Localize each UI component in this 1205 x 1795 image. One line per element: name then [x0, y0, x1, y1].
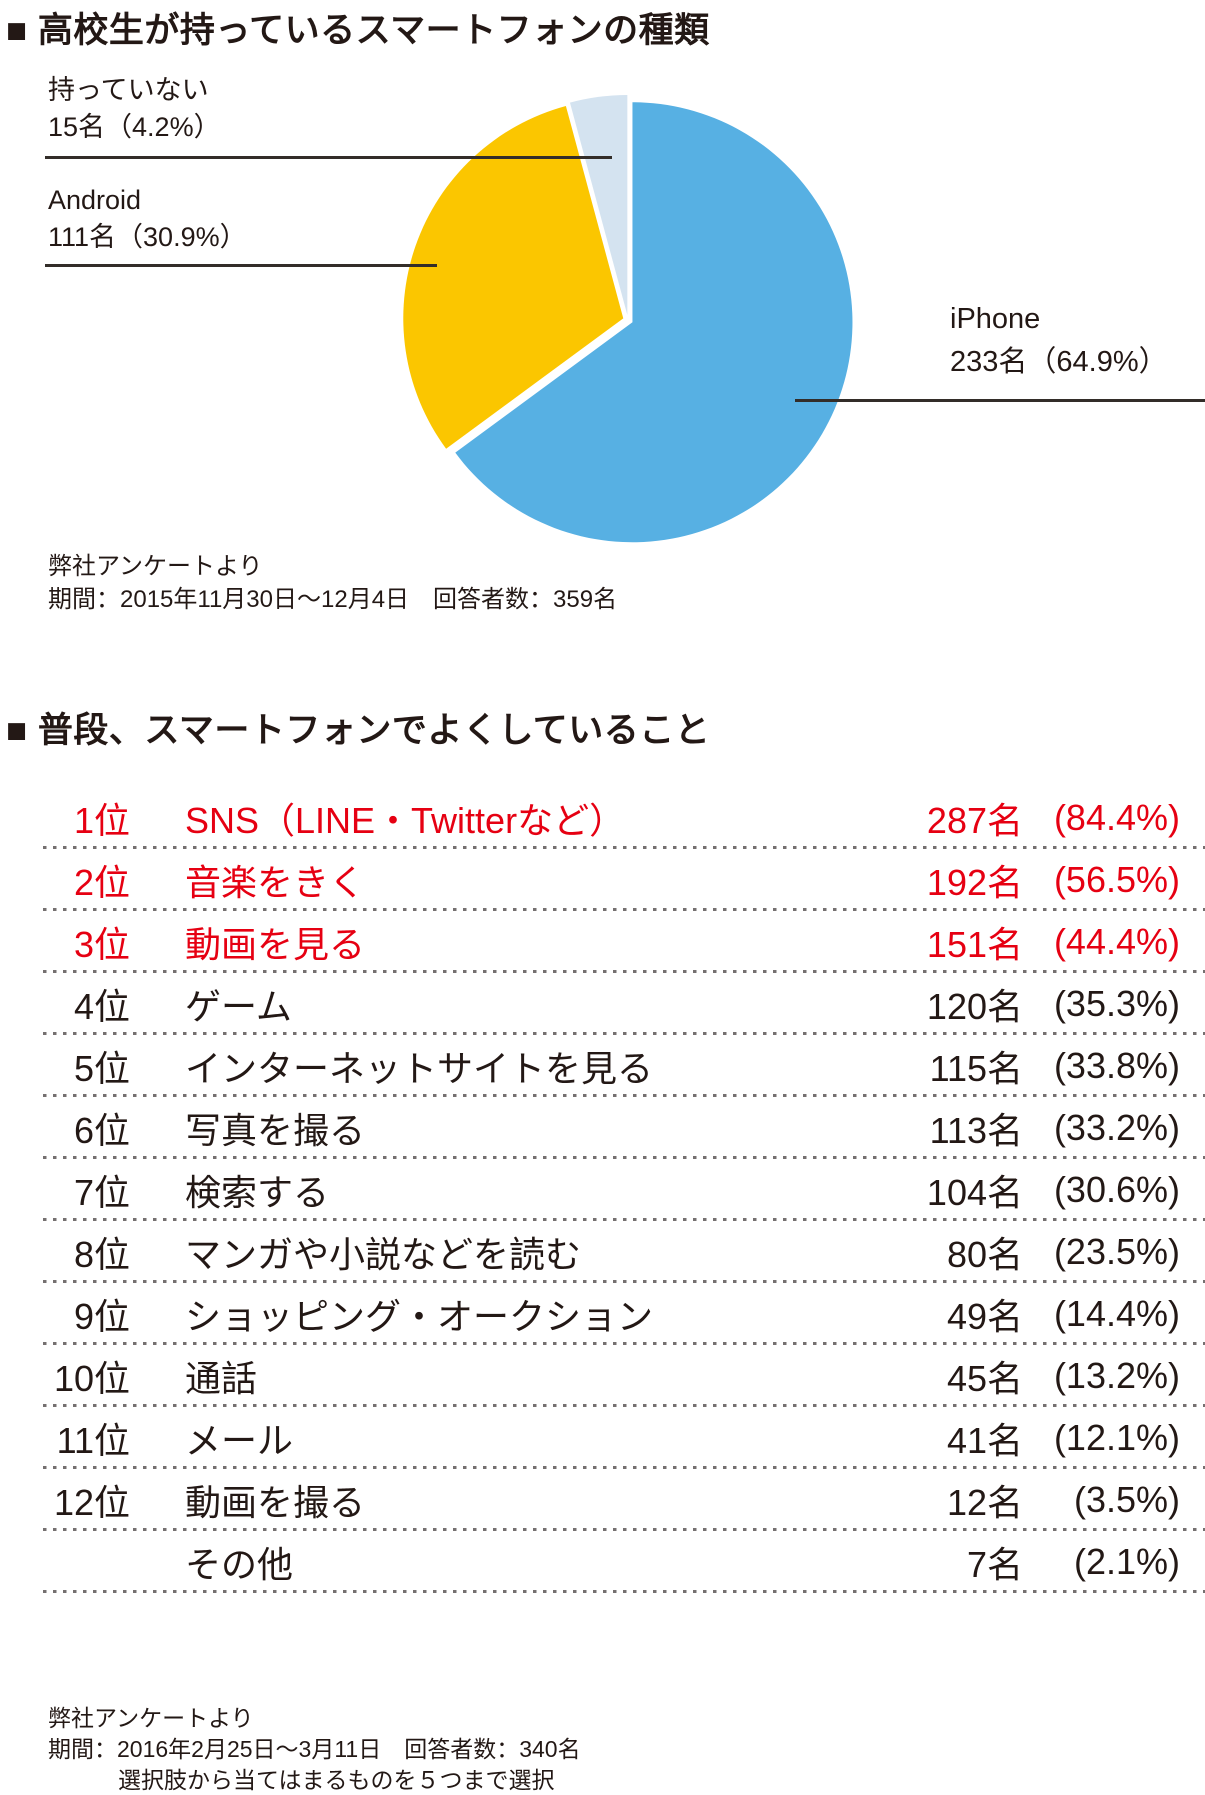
section2-title: ■ 普段、スマートフォンでよくしていること — [6, 711, 711, 750]
count-cell: 49名 — [946, 1296, 1023, 1337]
activity-label: インターネットサイトを見る — [185, 1048, 654, 1089]
activity-label: 動画を撮る — [185, 1482, 366, 1523]
pie-label-none: 持っていない 15名（4.2%） — [48, 72, 221, 146]
activity-label: 検索する — [185, 1172, 330, 1213]
none-leader-line — [45, 156, 612, 159]
ranking-row: 12位 動画を撮る 12名 (3.5%) — [43, 1469, 1205, 1531]
pie-label-android: Android 111名（30.9%） — [48, 182, 247, 256]
count-cell: 151名 — [926, 924, 1023, 965]
percent-cell: (84.4%) — [1053, 797, 1180, 838]
activity-label: 通話 — [185, 1358, 258, 1399]
section1-title: ■ 高校生が持っているスマートフォンの種類 — [6, 11, 710, 50]
percent-cell: (23.5%) — [1053, 1231, 1180, 1272]
percent-cell: (12.1%) — [1053, 1417, 1180, 1458]
activity-label: その他 — [185, 1544, 294, 1585]
count-cell: 120名 — [926, 986, 1023, 1027]
ranking-row: 3位 動画を見る 151名 (44.4%) — [43, 911, 1205, 973]
count-cell: 41名 — [946, 1420, 1023, 1461]
rank-cell: 9位 — [73, 1296, 130, 1337]
section2-source-line1: 弊社アンケートより — [48, 1705, 254, 1731]
section2-source-line2: 期間：2016年2月25日～3月11日 回答者数：340名 — [48, 1736, 581, 1762]
count-cell: 115名 — [929, 1048, 1023, 1089]
ranking-row: 6位 写真を撮る 113名 (33.2%) — [43, 1097, 1205, 1159]
ranking-row: 7位 検索する 104名 (30.6%) — [43, 1159, 1205, 1221]
activity-label: マンガや小説などを読む — [185, 1234, 582, 1275]
count-cell: 192名 — [926, 862, 1023, 903]
percent-cell: (35.3%) — [1053, 983, 1180, 1024]
rank-cell: 12位 — [53, 1482, 130, 1523]
activity-label: 写真を撮る — [185, 1110, 366, 1151]
pie-slice-iPhone — [455, 102, 853, 543]
count-cell: 104名 — [926, 1172, 1023, 1213]
pie-label-none-name: 持っていない — [48, 75, 209, 105]
pie-label-iphone-value: 233名（64.9%） — [950, 346, 1168, 378]
percent-cell: (3.5%) — [1073, 1479, 1180, 1520]
pie-chart-svg — [403, 95, 853, 543]
count-cell: 287名 — [926, 800, 1023, 841]
pie-label-iphone-name: iPhone — [950, 303, 1041, 335]
count-cell: 12名 — [946, 1482, 1023, 1523]
iphone-leader-line — [795, 399, 1205, 402]
ranking-row: 8位 マンガや小説などを読む 80名 (23.5%) — [43, 1221, 1205, 1283]
rank-cell: 4位 — [73, 986, 130, 1027]
pie-slice-持っていない — [569, 95, 628, 316]
rank-cell: 1位 — [73, 800, 130, 841]
ranking-row: 10位 通話 45名 (13.2%) — [43, 1345, 1205, 1407]
section1-source-line2: 期間：2015年11月30日～12月4日 回答者数：359名 — [48, 586, 618, 613]
section1-source-note: 弊社アンケートより 期間：2015年11月30日～12月4日 回答者数：359名 — [48, 550, 617, 616]
activity-label: メール — [185, 1420, 294, 1461]
percent-cell: (56.5%) — [1053, 859, 1180, 900]
count-cell: 113名 — [929, 1110, 1023, 1151]
percent-cell: (30.6%) — [1053, 1169, 1180, 1210]
pie-label-android-value: 111名（30.9%） — [48, 222, 247, 252]
smartphone-pie-chart — [403, 95, 853, 545]
rank-cell: 2位 — [73, 862, 130, 903]
rank-cell: 5位 — [73, 1048, 130, 1089]
section2-source-note: 弊社アンケートより 期間：2016年2月25日～3月11日 回答者数：340名 … — [48, 1703, 581, 1795]
percent-cell: (2.1%) — [1073, 1541, 1180, 1582]
count-cell: 80名 — [946, 1234, 1023, 1275]
ranking-row: その他 7名 (2.1%) — [43, 1531, 1205, 1593]
android-leader-line — [45, 264, 437, 267]
section1-source-line1: 弊社アンケートより — [48, 553, 263, 580]
pie-label-iphone: iPhone 233名（64.9%） — [950, 298, 1168, 384]
rank-cell: 3位 — [73, 924, 130, 965]
ranking-row: 11位 メール 41名 (12.1%) — [43, 1407, 1205, 1469]
percent-cell: (44.4%) — [1053, 921, 1180, 962]
ranking-row: 9位 ショッピング・オークション 49名 (14.4%) — [43, 1283, 1205, 1345]
rank-cell: 10位 — [53, 1358, 130, 1399]
count-cell: 45名 — [946, 1358, 1023, 1399]
ranking-row: 5位 インターネットサイトを見る 115名 (33.8%) — [43, 1035, 1205, 1097]
pie-label-none-value: 15名（4.2%） — [48, 112, 221, 142]
activity-label: SNS（LINE・Twitterなど） — [185, 800, 626, 841]
ranking-row: 4位 ゲーム 120名 (35.3%) — [43, 973, 1205, 1035]
rank-cell: 11位 — [56, 1420, 130, 1461]
percent-cell: (33.8%) — [1053, 1045, 1180, 1086]
activity-label: 動画を見る — [185, 924, 366, 965]
ranking-row: 1位 SNS（LINE・Twitterなど） 287名 (84.4%) — [43, 787, 1205, 849]
rank-cell: 7位 — [73, 1172, 130, 1213]
percent-cell: (13.2%) — [1053, 1355, 1180, 1396]
pie-label-android-name: Android — [48, 185, 142, 215]
count-cell: 7名 — [966, 1544, 1023, 1585]
ranking-list: 1位 SNS（LINE・Twitterなど） 287名 (84.4%) 2位 音楽をきく 1… — [43, 787, 1205, 1593]
activity-label: ゲーム — [185, 986, 292, 1027]
activity-label: ショッピング・オークション — [185, 1296, 654, 1337]
section2-source-line3: 選択肢から当てはまるものを５つまで選択 — [118, 1767, 555, 1793]
ranking-row: 2位 音楽をきく 192名 (56.5%) — [43, 849, 1205, 911]
percent-cell: (14.4%) — [1053, 1293, 1180, 1334]
percent-cell: (33.2%) — [1053, 1107, 1180, 1148]
rank-cell: 8位 — [73, 1234, 130, 1275]
activity-label: 音楽をきく — [185, 862, 366, 903]
rank-cell: 6位 — [73, 1110, 130, 1151]
pie-slice-Android — [403, 105, 624, 449]
